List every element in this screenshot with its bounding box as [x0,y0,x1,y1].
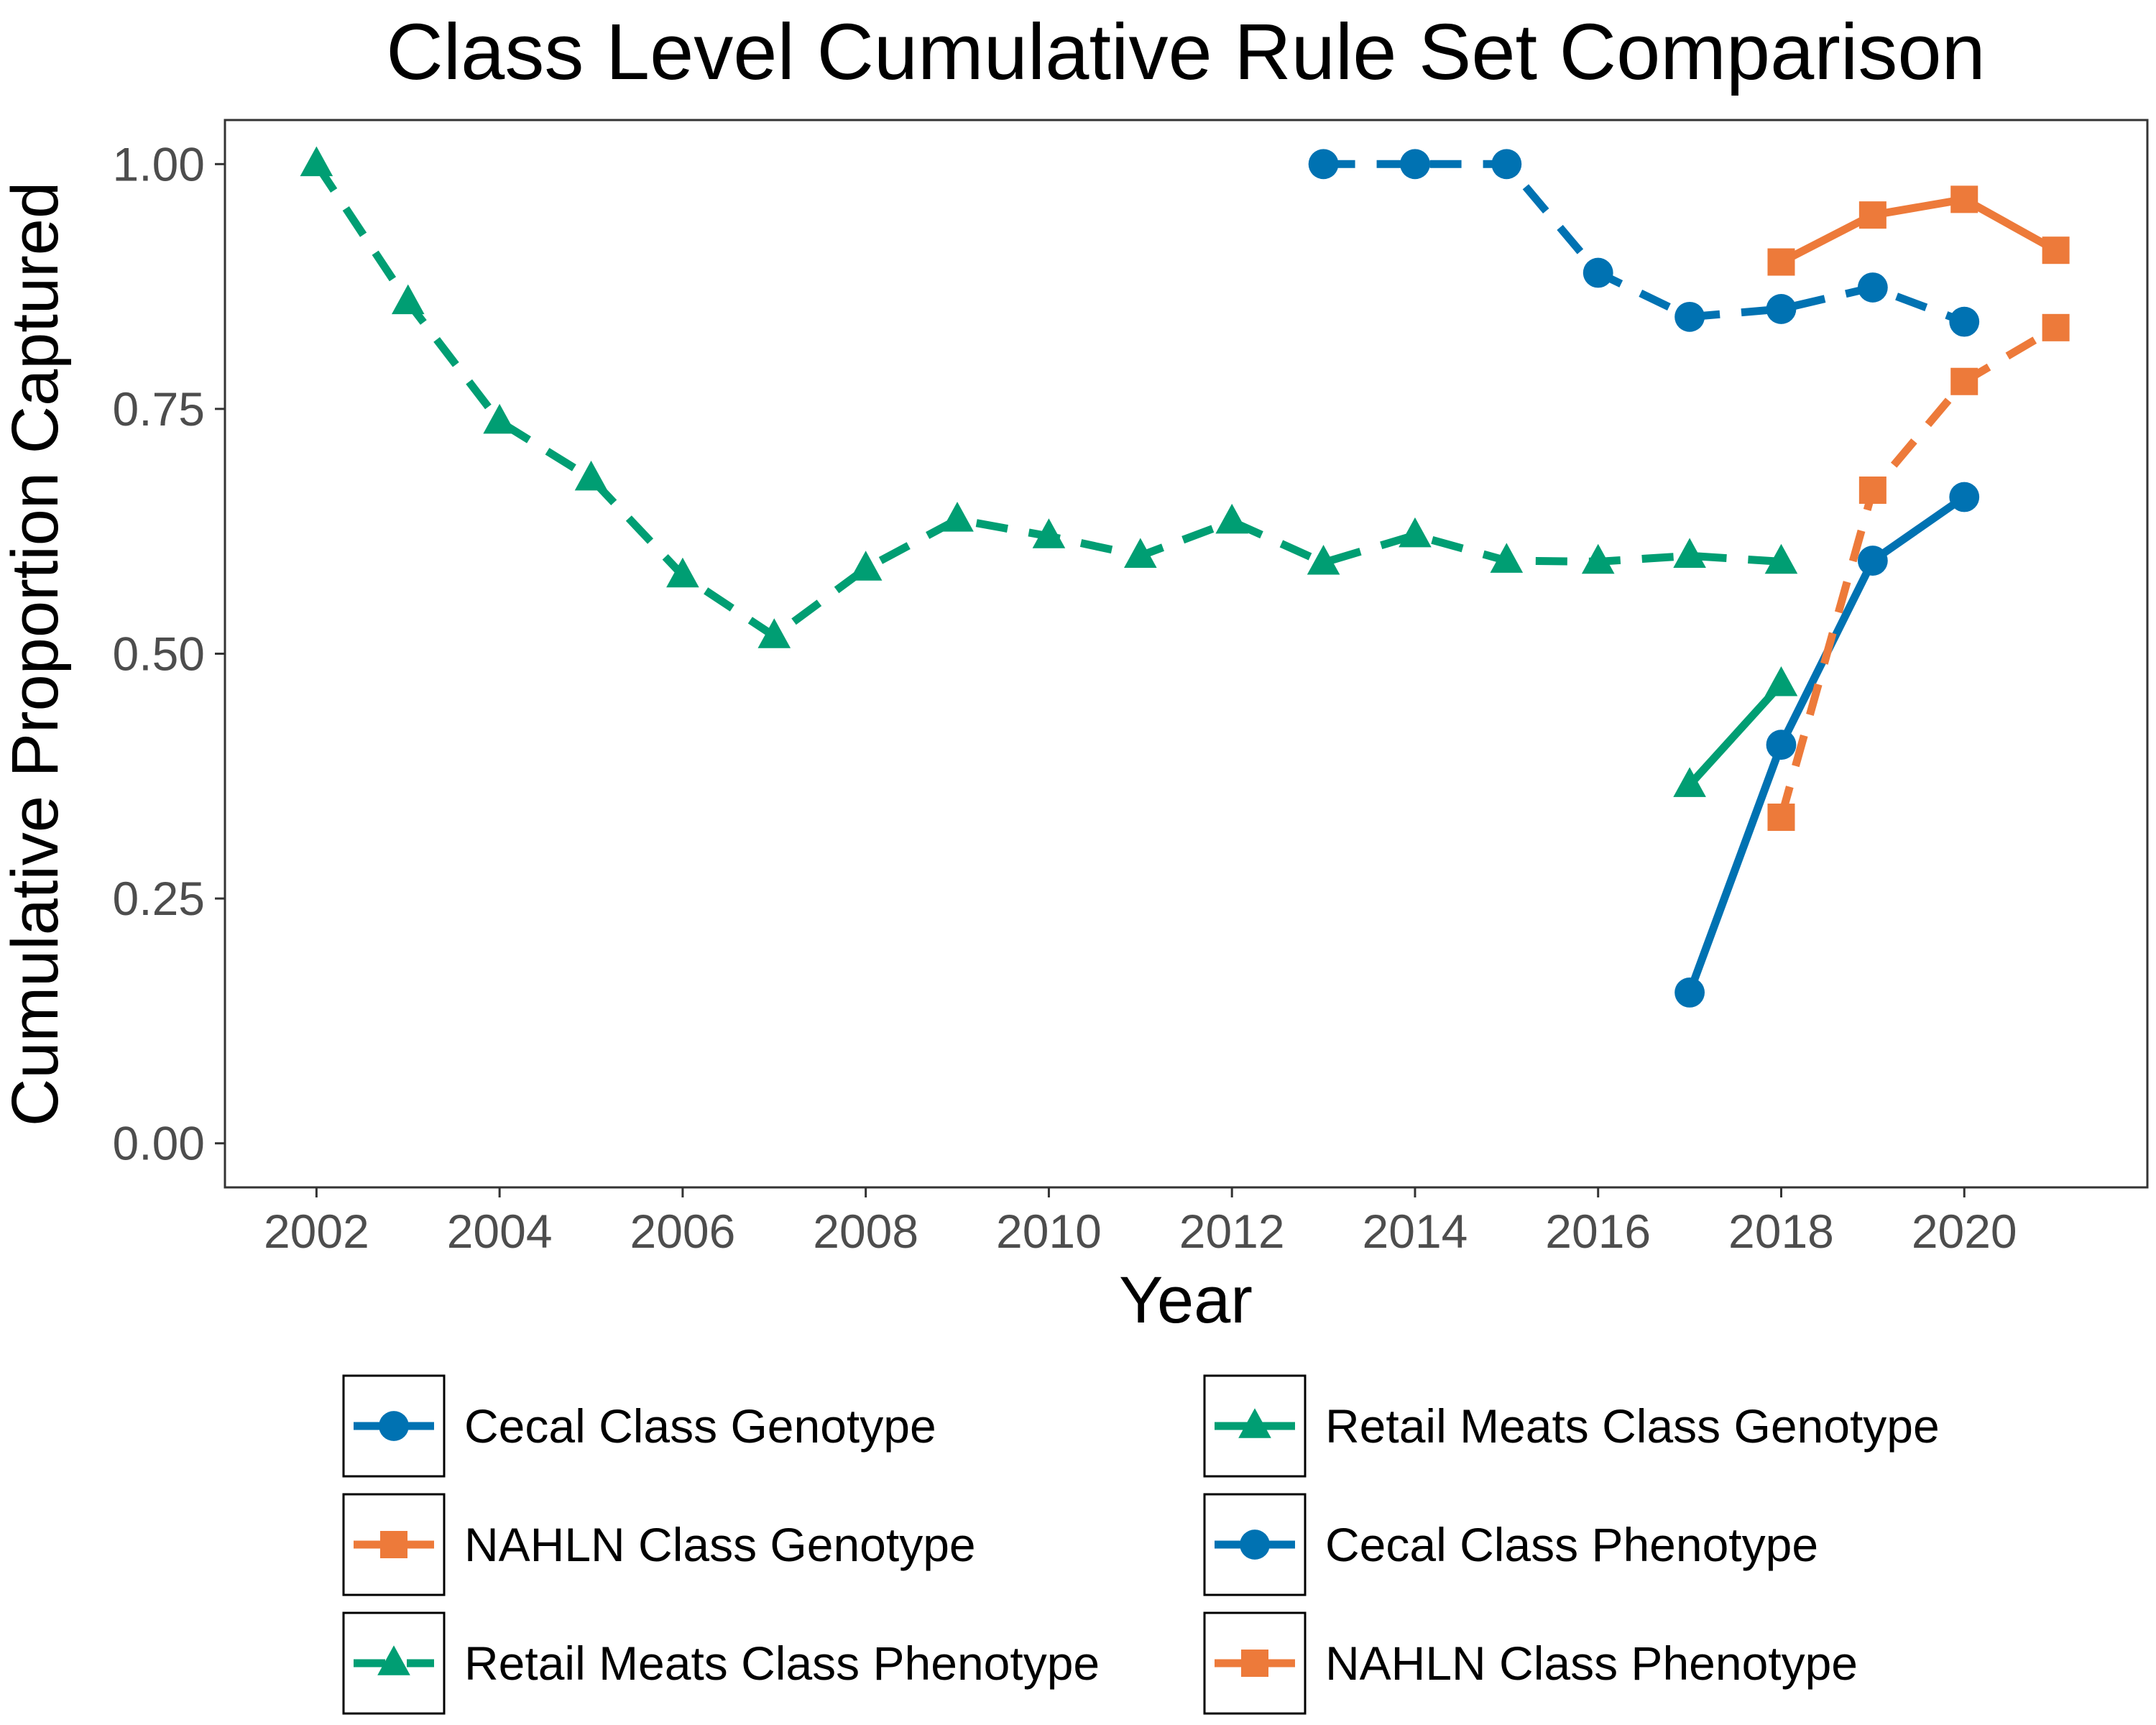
data-point [1767,804,1795,832]
data-point [1124,538,1157,569]
x-tick-label: 2006 [630,1205,735,1258]
series-layer [300,146,2070,1008]
data-point [757,618,791,648]
legend: Cecal Class Genotype NAHLN Class Genotype… [342,1374,1940,1715]
data-point [1674,301,1705,332]
data-point [1764,543,1798,574]
x-tick-label: 2018 [1728,1205,1834,1258]
legend-label: Cecal Class Phenotype [1325,1518,1818,1571]
chart-title: Class Level Cumulative Rule Set Comparis… [386,8,1985,96]
data-point [1215,503,1248,534]
data-point [574,460,608,491]
x-axis: 2002 2004 2006 2008 2010 2012 2014 2016 2018 2020 [264,1187,2017,1258]
y-tick-label: 0.25 [113,872,205,925]
data-point [849,551,883,581]
series-nahln-class-phenotype [1767,313,2070,832]
data-point [1764,666,1798,696]
legend-label: NAHLN Class Genotype [464,1518,976,1571]
legend-item: Retail Meats Class Phenotype [342,1611,1100,1715]
legend-marker [1240,1530,1270,1560]
legend-marker [379,1411,409,1441]
data-point [1583,257,1613,288]
legend-item: Retail Meats Class Genotype [1203,1374,1940,1478]
y-tick-label: 0.50 [113,627,205,681]
y-tick-label: 0.00 [113,1117,205,1170]
legend-label: Retail Meats Class Phenotype [464,1637,1100,1690]
data-point [1032,518,1066,548]
data-point [1767,248,1795,276]
x-tick-label: 2014 [1363,1205,1468,1258]
series-nahln-class-genotype [1767,185,2070,276]
legend-marker [380,1531,407,1558]
x-tick-label: 2004 [447,1205,553,1258]
series-cecal-class-phenotype [1308,149,1980,337]
data-point [1308,149,1339,180]
y-axis-title: Cumulative Proportion Captured [0,182,72,1126]
legend-item: NAHLN Class Genotype [342,1493,976,1596]
data-point [1673,538,1706,569]
data-point [1950,367,1978,395]
data-point [1400,149,1430,180]
x-tick-label: 2010 [996,1205,1102,1258]
data-point [941,502,974,532]
data-point [666,557,699,588]
series-retail-meats-class-phenotype [300,146,1798,648]
legend-item: Cecal Class Genotype [342,1374,936,1478]
series-retail-meats-class-genotype [1673,666,1798,797]
series-line [1687,681,1784,788]
series-line [1323,160,1966,326]
series-line [1779,195,2058,266]
legend-label: Cecal Class Genotype [464,1399,936,1453]
data-point [1674,977,1705,1008]
x-tick-label: 2016 [1545,1205,1651,1258]
data-point [391,284,425,315]
data-point [2042,313,2070,341]
x-tick-label: 2002 [264,1205,369,1258]
plot-panel [224,119,2149,1189]
data-point [483,403,516,434]
legend-marker [1241,1650,1268,1677]
data-point [1399,517,1432,548]
legend-label: Retail Meats Class Genotype [1325,1399,1940,1453]
data-point [1490,543,1524,573]
series-line [1777,324,2058,819]
data-point [1673,767,1706,797]
data-point [1307,545,1340,575]
data-point [1857,546,1888,576]
legend-item: Cecal Class Phenotype [1203,1493,1818,1596]
data-point [1949,306,1980,337]
y-tick-label: 0.75 [113,382,205,436]
data-point [300,146,333,177]
data-point [2042,236,2070,264]
legend-marker [377,1645,410,1675]
legend-label: NAHLN Class Phenotype [1325,1637,1858,1690]
data-point [1858,201,1886,229]
x-axis-title: Year [1119,1264,1253,1337]
data-point [1949,482,1980,512]
legend-item: NAHLN Class Phenotype [1203,1611,1858,1715]
data-point [1581,543,1615,574]
data-point [1950,185,1978,213]
legend-marker [1238,1408,1271,1438]
x-tick-label: 2020 [1912,1205,2017,1258]
data-point [1491,149,1522,180]
data-point [1857,272,1888,303]
x-tick-label: 2012 [1179,1205,1285,1258]
y-tick-label: 1.00 [113,137,205,190]
data-point [1858,476,1886,504]
x-tick-label: 2008 [813,1205,918,1258]
data-point [1766,294,1797,324]
y-axis: 0.00 0.25 0.50 0.75 1.00 [113,137,225,1170]
data-point [1766,730,1797,760]
